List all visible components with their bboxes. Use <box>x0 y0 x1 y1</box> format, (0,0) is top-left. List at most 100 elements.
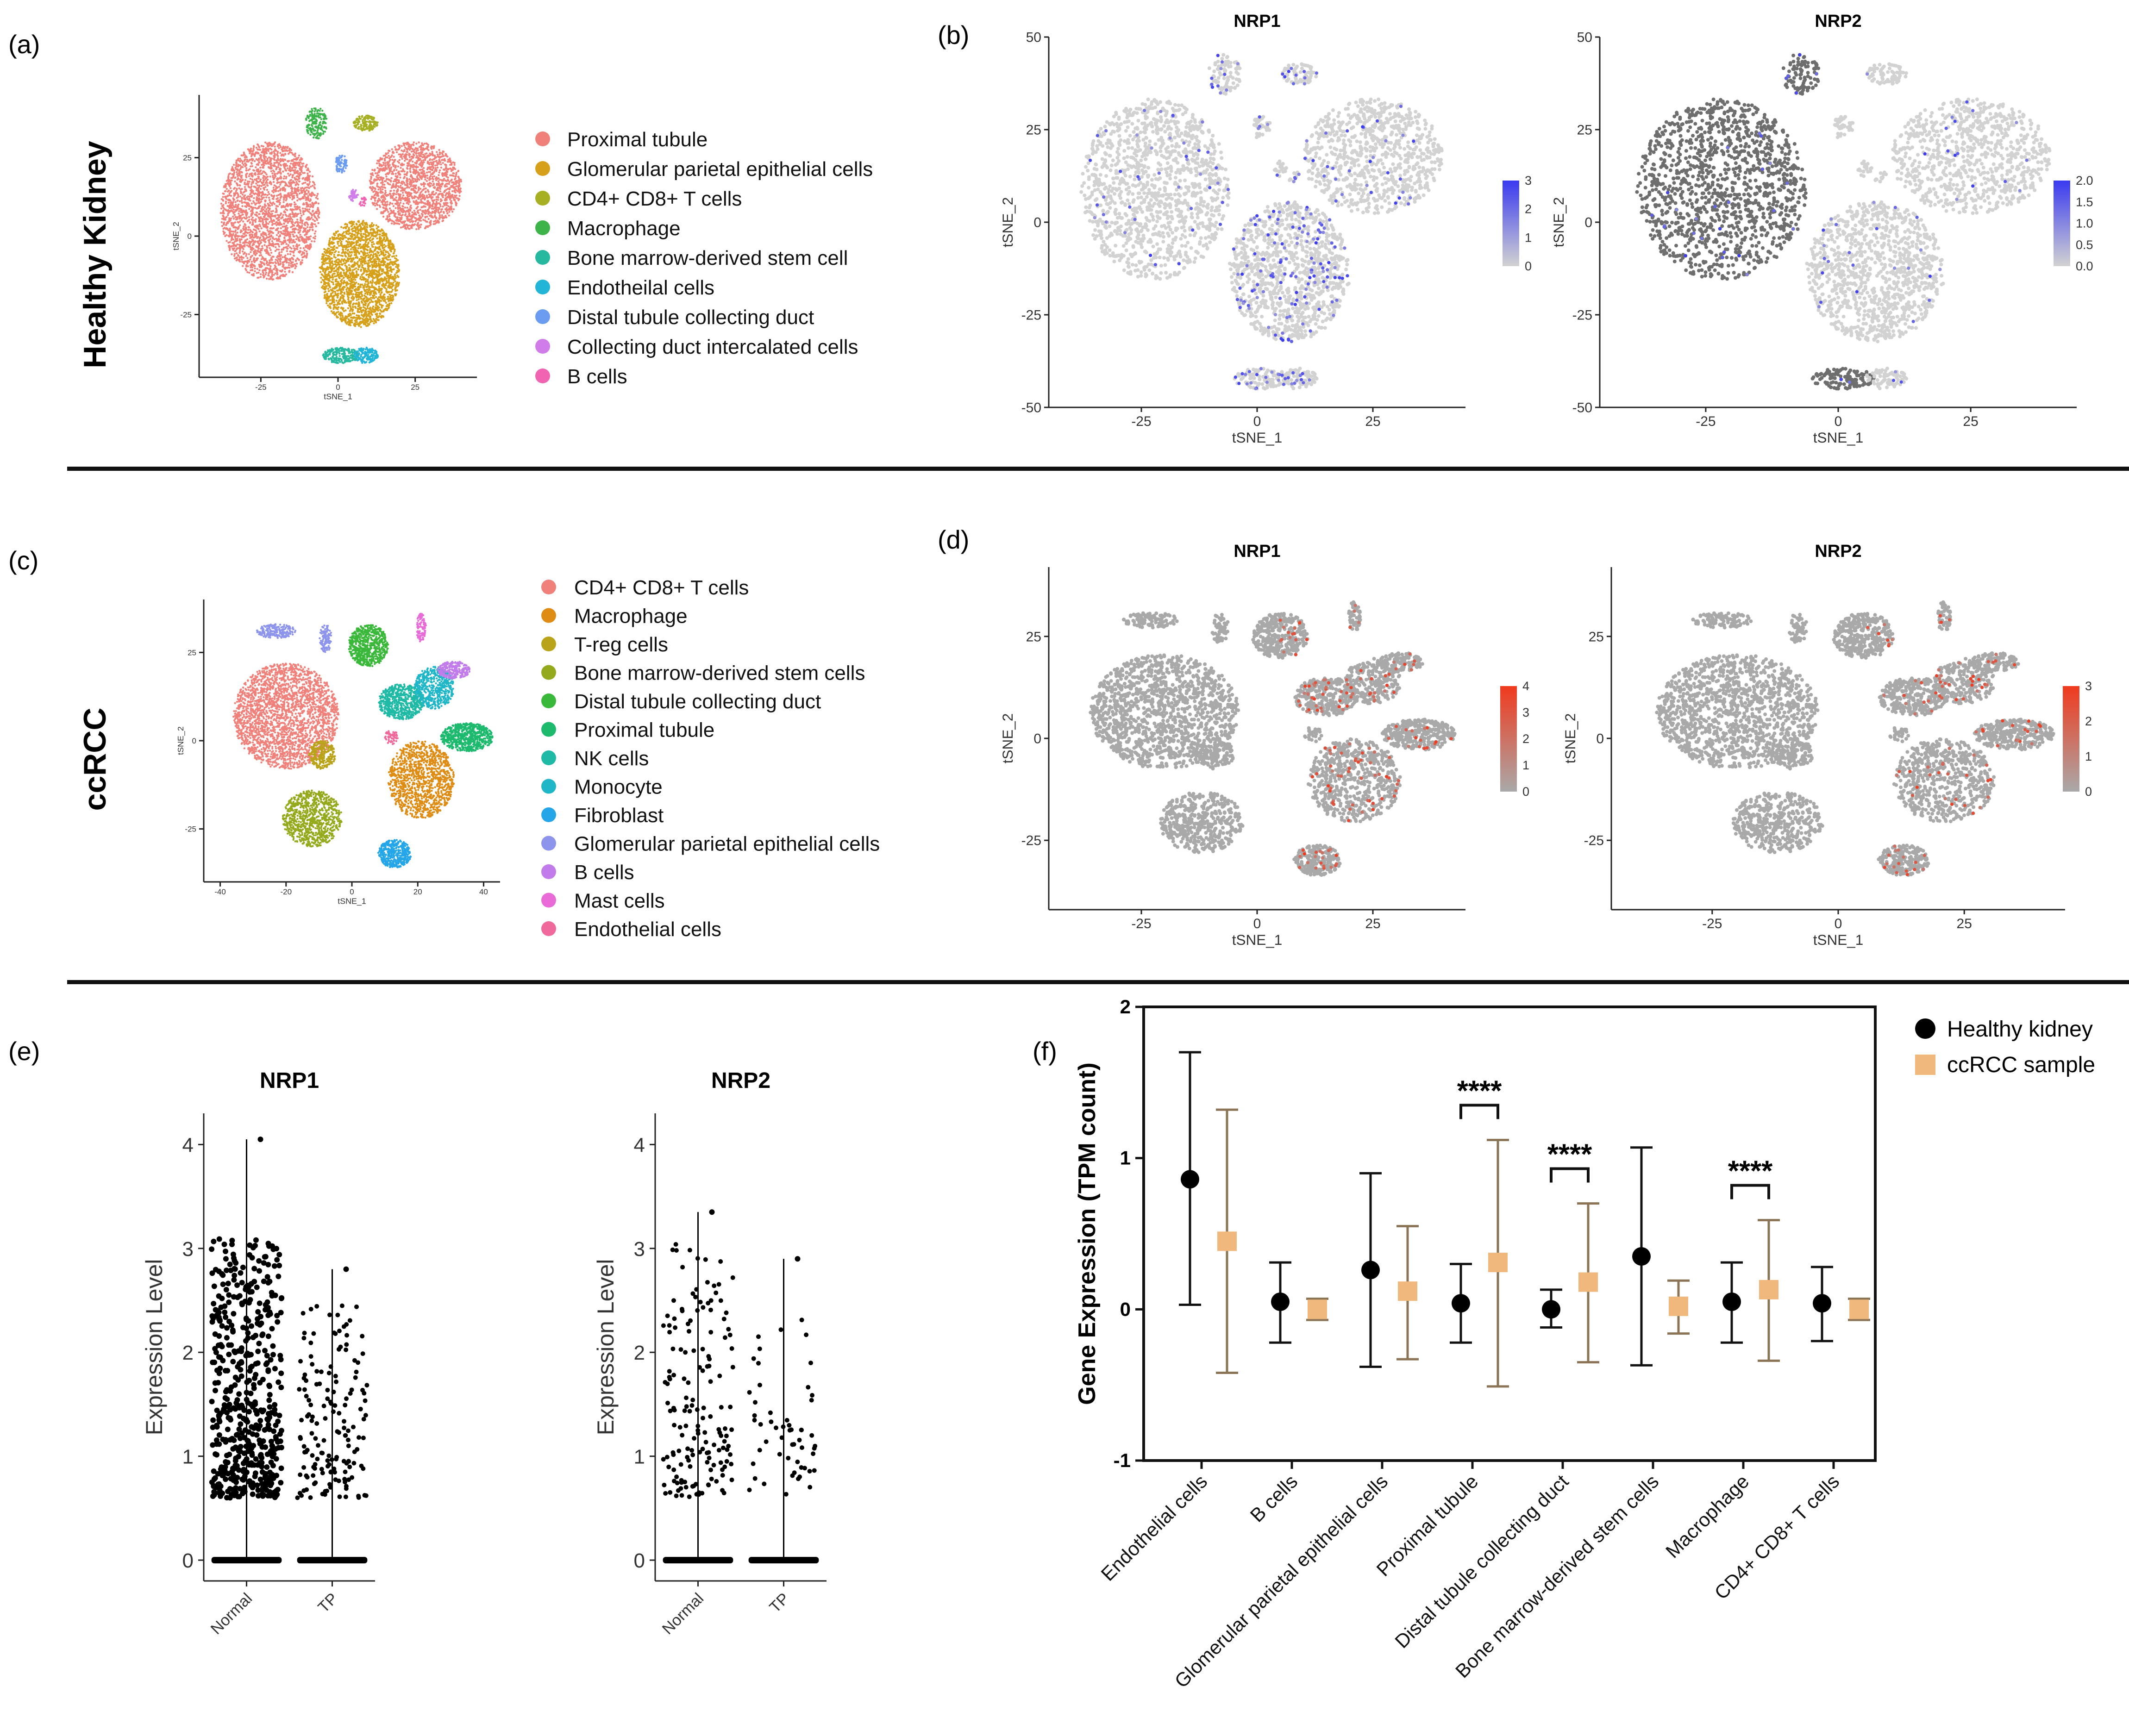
cluster-point <box>241 202 243 204</box>
cluster-point <box>273 187 275 188</box>
cluster-point <box>314 223 316 225</box>
cluster-point <box>231 253 232 255</box>
cluster-point <box>260 154 262 156</box>
cluster-point <box>299 193 301 194</box>
cluster-point <box>301 253 303 255</box>
x-tick-label: 0 <box>336 383 340 392</box>
cluster-point <box>236 231 238 233</box>
cluster-point <box>247 229 249 231</box>
y-tick-label: 25 <box>183 154 192 162</box>
cluster-point <box>265 237 267 239</box>
cluster-point <box>220 203 222 205</box>
cluster-point <box>257 268 258 270</box>
cluster-point <box>280 175 282 177</box>
panel-label-d: (d) <box>938 525 969 554</box>
cluster-point <box>269 221 270 223</box>
cluster-point <box>276 234 278 236</box>
cluster-point <box>278 186 280 187</box>
cluster-point <box>228 202 230 204</box>
cluster-point <box>246 257 248 259</box>
cluster-point <box>232 238 234 240</box>
cluster-point <box>317 222 319 224</box>
cluster-point <box>282 214 284 216</box>
cluster-point <box>280 227 282 229</box>
cluster-point <box>284 271 286 273</box>
cluster-point <box>290 149 292 151</box>
cluster-point <box>304 172 306 174</box>
cluster-point <box>233 164 235 166</box>
cluster-point <box>282 155 284 156</box>
cluster-point <box>246 244 248 246</box>
cluster-point <box>245 255 247 257</box>
cluster-point <box>264 210 266 212</box>
cluster-point <box>241 200 243 202</box>
cluster-point <box>232 209 234 211</box>
cluster-point <box>271 204 273 206</box>
x-axis-label: tSNE_1 <box>324 392 352 401</box>
cluster-point <box>271 145 273 147</box>
cluster-point <box>260 276 262 278</box>
cluster-point <box>300 247 301 249</box>
cluster-point <box>303 247 305 249</box>
cluster-point <box>307 226 308 228</box>
cluster-point <box>315 225 317 227</box>
cluster-point <box>269 249 271 251</box>
cluster-point <box>275 250 276 252</box>
cluster-point <box>235 204 237 206</box>
cluster-point <box>226 188 228 190</box>
cluster-point <box>265 208 267 210</box>
cluster-point <box>240 188 242 190</box>
cluster-point <box>298 155 300 156</box>
cluster-point <box>235 257 237 259</box>
cluster-point <box>294 267 296 269</box>
cluster-point <box>282 201 284 203</box>
separator-bottom <box>67 980 2129 984</box>
cluster-point <box>296 219 298 220</box>
cluster-point <box>274 203 276 205</box>
panel-label-c: (c) <box>8 546 38 575</box>
row-label-ccrcc: ccRCC <box>77 708 113 811</box>
cluster-point <box>287 168 288 169</box>
cluster-point <box>289 253 291 255</box>
cluster-point <box>280 196 282 198</box>
cluster-point <box>301 215 302 217</box>
cluster-point <box>267 176 269 178</box>
cluster-point <box>279 203 281 205</box>
cluster-point <box>230 177 232 179</box>
cluster-point <box>302 213 304 215</box>
cluster-point <box>245 253 247 255</box>
cluster-point <box>281 248 283 250</box>
cluster-point <box>304 250 306 251</box>
cluster-point <box>281 251 282 253</box>
cluster-point <box>270 227 272 229</box>
cluster-point <box>241 238 243 240</box>
cluster-point <box>266 189 268 191</box>
cluster-point <box>269 247 270 249</box>
cluster-point <box>233 170 235 172</box>
cluster-point <box>295 248 297 250</box>
cluster-point <box>279 152 281 154</box>
cluster-point <box>245 167 247 169</box>
cluster-point <box>248 226 250 228</box>
cluster-point <box>288 148 290 150</box>
cluster-point <box>274 238 276 240</box>
cluster-point <box>287 173 289 175</box>
cluster-point <box>239 195 241 197</box>
cluster-point <box>317 193 319 195</box>
cluster-point <box>262 270 263 272</box>
cluster-point <box>299 234 301 236</box>
cluster-point <box>288 264 290 266</box>
cluster-point <box>272 278 274 280</box>
cluster-point <box>266 278 268 280</box>
cluster-point <box>228 173 230 175</box>
cluster-point <box>258 231 260 232</box>
cluster-point <box>264 274 266 275</box>
cluster-point <box>302 207 304 209</box>
cluster-point <box>277 157 279 159</box>
cluster-point <box>299 250 301 252</box>
x-tick-label: 25 <box>411 383 420 392</box>
cluster-point <box>257 184 258 186</box>
cluster-point <box>227 242 229 244</box>
cluster-point <box>230 195 232 197</box>
cluster-point <box>248 272 250 274</box>
